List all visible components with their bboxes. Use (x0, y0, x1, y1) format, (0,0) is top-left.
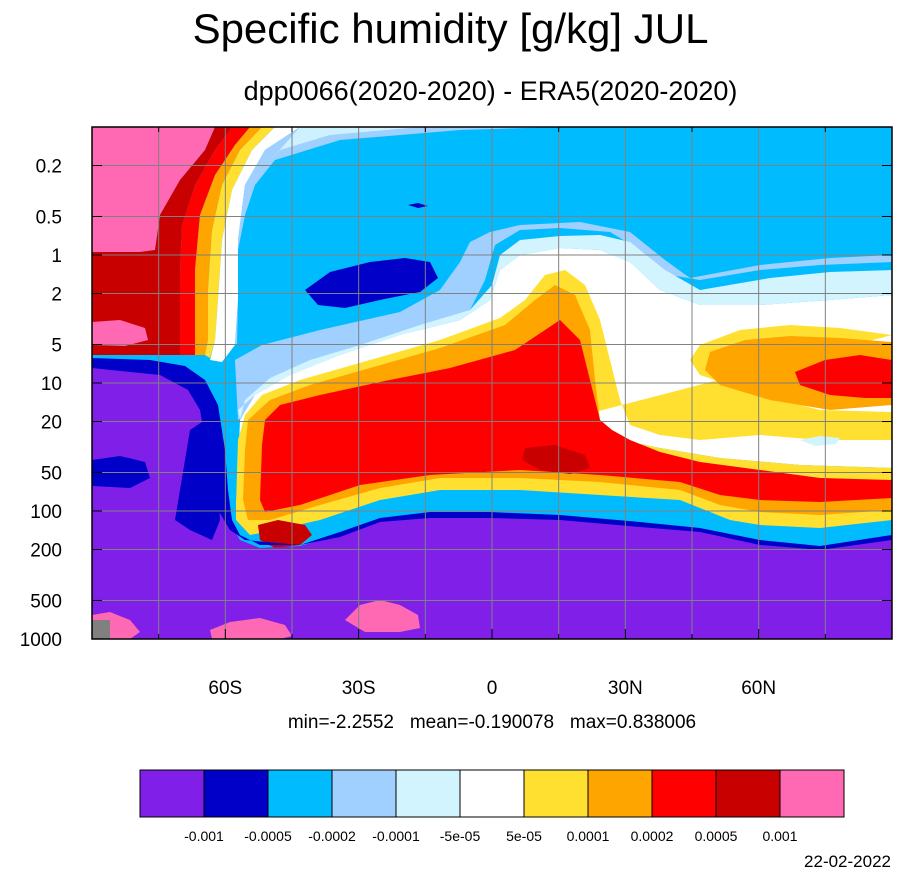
colorbar-swatch (203, 769, 269, 818)
y-tick-label: 50 (41, 463, 62, 484)
contour-palecyan-top (262, 127, 420, 170)
colorbar-label: -0.001 (184, 828, 224, 844)
colorbar-swatch (587, 769, 653, 818)
contour-palecyan-right (800, 436, 840, 446)
grid-lines (92, 127, 892, 639)
contour-cyan-band (340, 495, 730, 525)
contour-lightblue-right (235, 222, 892, 420)
contour-white-left (210, 127, 300, 362)
contour-pink-bottom3 (345, 600, 420, 632)
chart-title: Specific humidity [g/kg] JUL (192, 5, 709, 52)
contour-orange-topleft (195, 127, 262, 355)
y-tick-label: 200 (30, 541, 62, 562)
contour-pink-bottom2 (210, 618, 292, 639)
contour-darkblue-left2 (175, 420, 220, 540)
colorbar-label: -5e-05 (440, 828, 481, 844)
y-tick-label: 2 (51, 285, 62, 306)
x-tick-label: 60S (208, 678, 242, 699)
colorbar-label: 0.0002 (631, 828, 674, 844)
colorbar-swatch (715, 769, 781, 818)
contour-red-tongue (260, 320, 892, 512)
colorbar-label: 0.0001 (567, 828, 610, 844)
contour-darkblue-2hpa (305, 258, 438, 308)
contour-red-right (795, 355, 892, 398)
colorbar-label: -0.0002 (308, 828, 356, 844)
contour-darkblue-band (300, 512, 892, 550)
colorbar-swatch (267, 769, 333, 818)
colorbar-label: 0.0005 (695, 828, 738, 844)
contour-darkred-topleft (92, 127, 232, 355)
contour-yellow-topleft (205, 127, 275, 358)
stats-line: min=-2.2552 mean=-0.190078 max=0.838006 (92, 710, 892, 736)
x-tick-label: 30N (608, 678, 643, 699)
colorbar-label: -0.0001 (372, 828, 420, 844)
colorbar: -0.001 -0.0005 -0.0002 -0.0001 -5e-05 5e-05 0.… (139, 769, 845, 844)
contour-pink-topleft (92, 127, 215, 252)
y-axis: 0.2 0.5 1 2 5 10 20 50 100 200 500 1000 (20, 157, 892, 651)
x-axis: 60S 30S 0 30N 60N (158, 127, 826, 699)
contour-pink-left5 (92, 320, 148, 346)
stat-mean: mean=-0.190078 (409, 712, 555, 733)
contour-darkred-bottom (258, 520, 312, 548)
x-tick-label: 60N (741, 678, 776, 699)
y-tick-label: 100 (30, 502, 62, 523)
stat-max: max=0.838006 (569, 712, 697, 733)
contour-darkblue-small (408, 203, 428, 208)
y-tick-label: 500 (30, 591, 62, 612)
missing-data-patch (92, 620, 110, 639)
y-tick-label: 10 (41, 374, 62, 395)
colorbar-label: -0.0005 (244, 828, 292, 844)
contour-darkred-tongue (522, 445, 590, 474)
colorbar-swatch (651, 769, 717, 818)
y-tick-label: 0.2 (36, 157, 62, 178)
y-tick-label: 5 (51, 335, 62, 356)
colorbar-label: 5e-05 (506, 828, 542, 844)
contour-lightblue-top (235, 127, 560, 345)
colorbar-swatch (331, 769, 397, 818)
stat-min: min=-2.2552 (287, 712, 394, 733)
colorbar-swatch (459, 769, 525, 818)
colorbar-swatch (779, 769, 845, 818)
x-tick-label: 30S (342, 678, 376, 699)
y-tick-label: 1 (51, 246, 62, 267)
chart-subtitle: dpp0066(2020-2020) - ERA5(2020-2020) (243, 76, 738, 106)
contour-red-topleft (180, 127, 250, 355)
colorbar-swatch (523, 769, 589, 818)
date-stamp: 22-02-2022 (804, 852, 891, 871)
y-tick-label: 20 (41, 413, 62, 434)
colorbar-label: 0.001 (762, 828, 797, 844)
contour-darkblue-left (92, 358, 300, 545)
y-tick-label: 0.5 (36, 207, 62, 228)
colorbar-swatch (395, 769, 461, 818)
x-tick-label: 0 (487, 678, 498, 699)
y-tick-label: 1000 (20, 630, 62, 651)
colorbar-swatch (139, 769, 205, 818)
